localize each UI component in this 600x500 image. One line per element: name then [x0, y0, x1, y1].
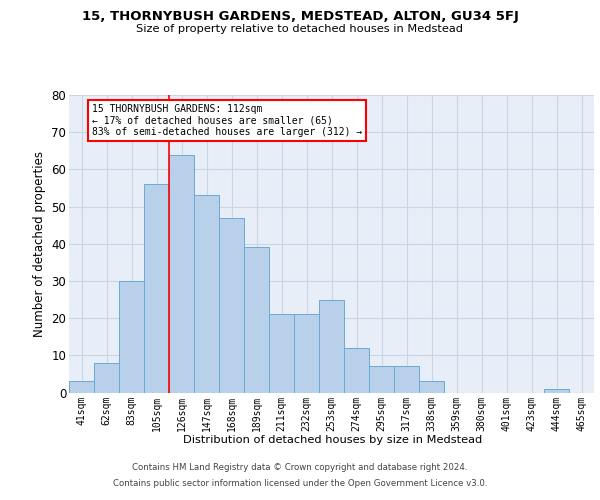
Bar: [169, 154, 194, 392]
Text: Contains public sector information licensed under the Open Government Licence v3: Contains public sector information licen…: [113, 478, 487, 488]
Bar: [369, 366, 394, 392]
Text: Size of property relative to detached houses in Medstead: Size of property relative to detached ho…: [137, 24, 464, 34]
Bar: [294, 314, 319, 392]
Bar: [119, 281, 144, 392]
Bar: [344, 348, 369, 393]
Bar: [269, 314, 294, 392]
Bar: [69, 382, 94, 392]
Bar: [94, 363, 119, 392]
Bar: [319, 300, 344, 392]
Y-axis label: Number of detached properties: Number of detached properties: [33, 151, 46, 337]
Text: 15 THORNYBUSH GARDENS: 112sqm
← 17% of detached houses are smaller (65)
83% of s: 15 THORNYBUSH GARDENS: 112sqm ← 17% of d…: [91, 104, 362, 138]
Text: Distribution of detached houses by size in Medstead: Distribution of detached houses by size …: [184, 435, 482, 445]
Bar: [219, 218, 244, 392]
Bar: [419, 382, 444, 392]
Bar: [244, 248, 269, 392]
Bar: [394, 366, 419, 392]
Bar: [194, 196, 219, 392]
Bar: [544, 389, 569, 392]
Text: Contains HM Land Registry data © Crown copyright and database right 2024.: Contains HM Land Registry data © Crown c…: [132, 464, 468, 472]
Bar: [144, 184, 169, 392]
Text: 15, THORNYBUSH GARDENS, MEDSTEAD, ALTON, GU34 5FJ: 15, THORNYBUSH GARDENS, MEDSTEAD, ALTON,…: [82, 10, 518, 23]
